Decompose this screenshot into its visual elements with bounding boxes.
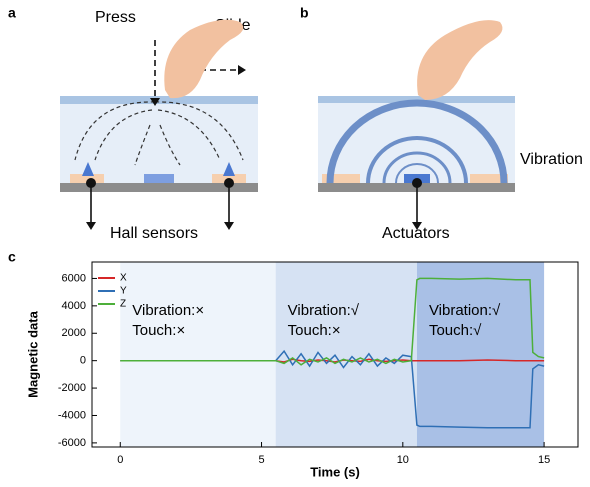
y-tick-label: 2000: [62, 327, 86, 339]
x-tick-label: 10: [397, 454, 409, 466]
finger: [417, 20, 502, 100]
legend-label: Y: [120, 286, 127, 297]
region-label: Vibration:√: [288, 302, 360, 319]
label: Actuators: [382, 225, 450, 242]
region: [417, 262, 544, 447]
region-label: Touch:√: [429, 322, 482, 339]
region-label: Vibration:×: [132, 302, 204, 319]
y-axis-label: Magnetic data: [25, 310, 40, 397]
region-label: Touch:×: [288, 322, 341, 339]
region: [276, 262, 417, 447]
actuator: [144, 174, 174, 183]
figure: a Press Slide Hall sensors b Vibration A…: [0, 0, 590, 487]
finger: [164, 20, 243, 98]
y-tick-label: -4000: [58, 409, 86, 421]
y-tick-label: 4000: [62, 300, 86, 312]
y-tick-label: 0: [80, 355, 86, 367]
region-label: Touch:×: [132, 322, 185, 339]
y-tick-label: 6000: [62, 272, 86, 284]
panel-letter: a: [8, 5, 16, 21]
y-tick-label: -6000: [58, 437, 86, 449]
x-tick-label: 15: [538, 454, 550, 466]
legend-label: X: [120, 273, 127, 284]
x-axis-label: Time (s): [310, 464, 360, 479]
top-layer: [60, 96, 258, 104]
x-tick-label: 5: [258, 454, 264, 466]
label: Hall sensors: [110, 225, 198, 242]
region-label: Vibration:√: [429, 302, 501, 319]
y-tick-label: -2000: [58, 382, 86, 394]
x-tick-label: 0: [117, 454, 123, 466]
legend-label: Z: [120, 299, 126, 310]
panel-letter: c: [8, 249, 16, 265]
region: [120, 262, 275, 447]
chart: Vibration:× Touch:× Vibration:√ Touch:× Vibr…: [25, 262, 578, 479]
label: Vibration: [520, 151, 583, 168]
label: Press: [95, 9, 136, 26]
panel-letter: b: [300, 5, 309, 21]
